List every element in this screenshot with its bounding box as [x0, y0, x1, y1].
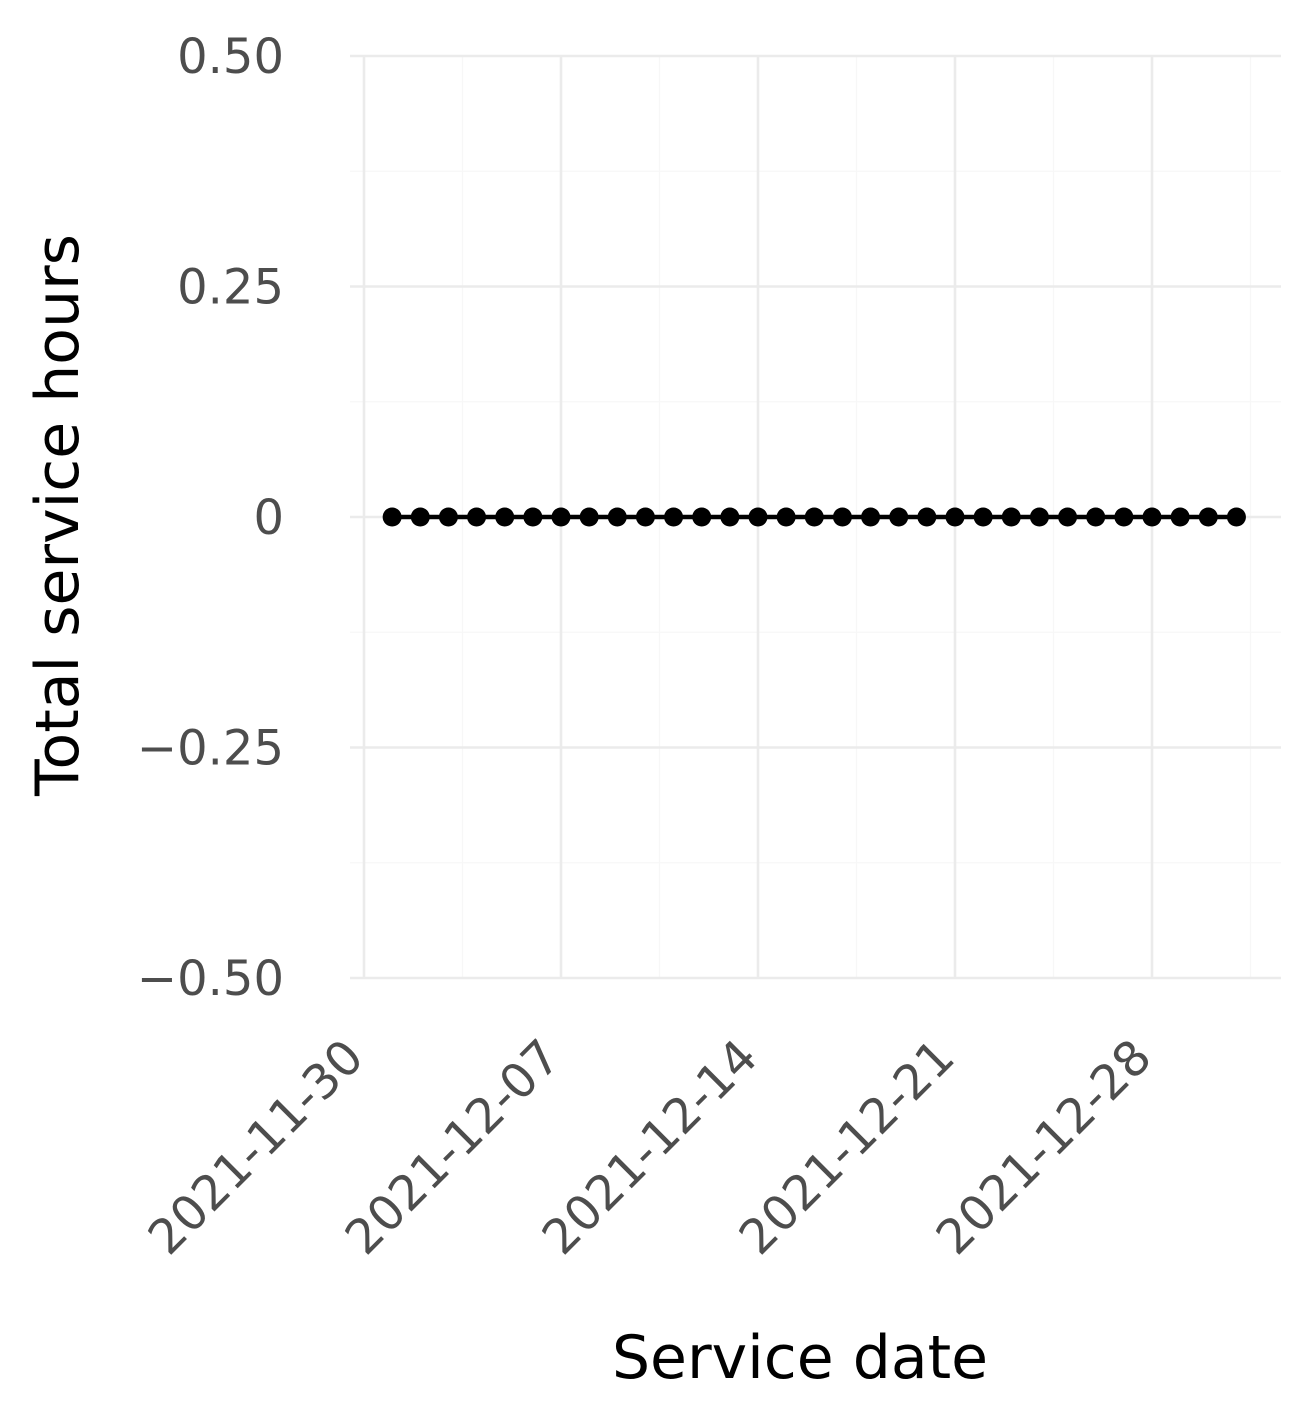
y-tick-label: 0	[253, 490, 284, 546]
data-point	[579, 507, 599, 527]
data-point	[551, 507, 571, 527]
data-point	[635, 507, 655, 527]
data-point	[607, 507, 627, 527]
data-point	[523, 507, 543, 527]
data-point	[664, 507, 684, 527]
data-point	[1029, 507, 1049, 527]
data-point	[1001, 507, 1021, 527]
data-point	[917, 507, 937, 527]
data-point	[804, 507, 824, 527]
data-point	[861, 507, 881, 527]
y-axis-title: Total service hours	[23, 234, 93, 797]
data-point	[748, 507, 768, 527]
data-point	[889, 507, 909, 527]
y-tick-label: −0.50	[137, 951, 284, 1007]
x-axis-title: Service date	[612, 1323, 988, 1393]
y-axis-ticks: −0.50 −0.25 0 0.25 0.50	[137, 29, 284, 1007]
data-point	[692, 507, 712, 527]
data-point	[1058, 507, 1078, 527]
data-point	[1114, 507, 1134, 527]
data-point	[467, 507, 487, 527]
major-gridlines	[350, 54, 1281, 980]
data-point	[495, 507, 515, 527]
data-point	[832, 507, 852, 527]
y-tick-label: 0.50	[177, 29, 284, 85]
y-tick-label: −0.25	[137, 721, 284, 777]
data-point	[973, 507, 993, 527]
data-point	[382, 507, 402, 527]
data-point	[1226, 507, 1246, 527]
data-point	[1086, 507, 1106, 527]
data-point	[1198, 507, 1218, 527]
data-point	[720, 507, 740, 527]
data-point	[945, 507, 965, 527]
data-point	[776, 507, 796, 527]
data-point	[1142, 507, 1162, 527]
y-tick-label: 0.25	[177, 260, 284, 316]
data-point	[1170, 507, 1190, 527]
series-layer	[382, 507, 1246, 527]
data-point	[438, 507, 458, 527]
data-point	[410, 507, 430, 527]
